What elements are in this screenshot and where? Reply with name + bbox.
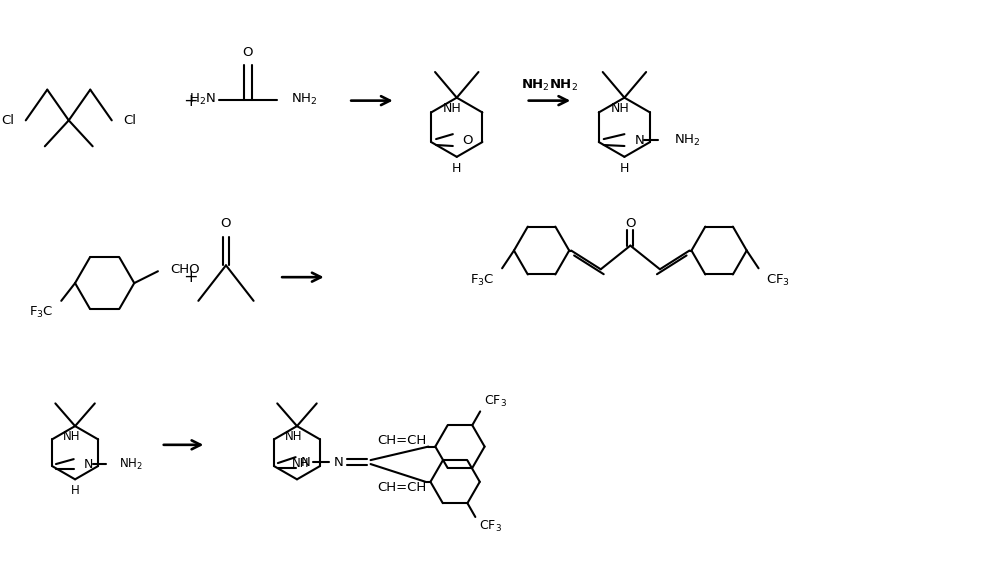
Text: H: H bbox=[452, 162, 461, 175]
Text: O: O bbox=[625, 217, 636, 231]
Text: CH=CH: CH=CH bbox=[377, 481, 427, 494]
Text: NH$_2$: NH$_2$ bbox=[674, 132, 700, 147]
Text: O: O bbox=[242, 46, 253, 59]
Text: CF$_3$: CF$_3$ bbox=[484, 394, 507, 409]
Text: +: + bbox=[183, 268, 198, 286]
Text: O: O bbox=[221, 217, 231, 231]
Text: N: N bbox=[301, 455, 310, 469]
Text: O: O bbox=[463, 134, 473, 147]
Text: Cl: Cl bbox=[1, 114, 14, 127]
Text: CHO: CHO bbox=[170, 263, 199, 276]
Text: H: H bbox=[71, 484, 79, 497]
Text: NH: NH bbox=[63, 430, 80, 443]
Text: CF$_3$: CF$_3$ bbox=[766, 273, 791, 288]
Text: CH=CH: CH=CH bbox=[377, 434, 426, 447]
Text: F$_3$C: F$_3$C bbox=[470, 273, 494, 288]
Text: NH: NH bbox=[285, 430, 302, 443]
Text: N: N bbox=[334, 455, 344, 469]
Text: NH$_2$: NH$_2$ bbox=[119, 457, 143, 472]
Text: N: N bbox=[634, 134, 644, 147]
Text: NH$_2$NH$_2$: NH$_2$NH$_2$ bbox=[521, 78, 578, 94]
Text: H$_2$N: H$_2$N bbox=[189, 92, 216, 107]
Text: N: N bbox=[84, 458, 93, 470]
Text: Cl: Cl bbox=[124, 114, 137, 127]
Text: CF$_3$: CF$_3$ bbox=[479, 519, 502, 535]
Text: NH: NH bbox=[443, 102, 462, 115]
Text: NH$_2$: NH$_2$ bbox=[291, 92, 317, 107]
Text: +: + bbox=[183, 92, 198, 110]
Text: NH: NH bbox=[292, 457, 309, 469]
Text: F$_3$C: F$_3$C bbox=[29, 305, 53, 320]
Text: H: H bbox=[620, 162, 629, 175]
Text: NH: NH bbox=[611, 102, 629, 115]
